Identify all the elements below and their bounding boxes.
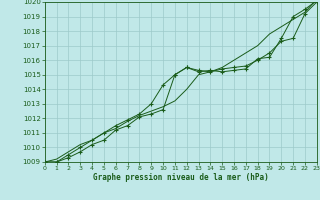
X-axis label: Graphe pression niveau de la mer (hPa): Graphe pression niveau de la mer (hPa) (93, 173, 269, 182)
